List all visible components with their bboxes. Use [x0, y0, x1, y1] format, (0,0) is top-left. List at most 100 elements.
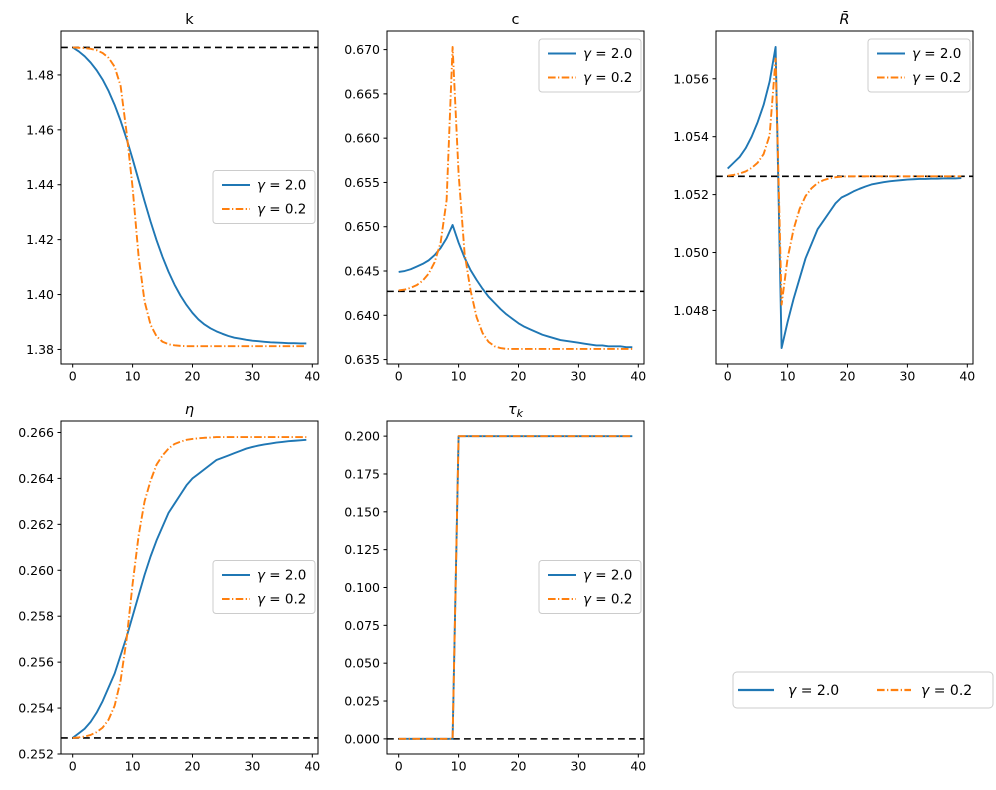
- y-tick-label: 0.258: [18, 609, 54, 624]
- y-tick-label: 0.260: [18, 563, 54, 578]
- y-tick-label: 0.670: [344, 42, 380, 57]
- x-tick-label: 40: [959, 369, 975, 384]
- x-tick-label: 0: [69, 759, 77, 774]
- legend: γ = 2.0 γ = 0.2: [867, 38, 971, 93]
- subplot-R-bar-title: R̄: [839, 10, 849, 28]
- legend: γ = 2.0 γ = 0.2: [212, 560, 316, 614]
- axes-frame: [386, 420, 645, 755]
- axes-frame: [715, 30, 974, 365]
- legend-label: γ = 2.0: [583, 568, 632, 584]
- series-line-gamma-02: [398, 45, 633, 350]
- x-tick-label: 30: [899, 369, 915, 384]
- y-tick-label: 1.40: [26, 287, 54, 302]
- y-tick-label: 0.665: [344, 86, 380, 101]
- legend-label: γ = 0.2: [912, 70, 961, 86]
- series-line-gamma-20: [727, 45, 962, 350]
- y-tick-label: 0.150: [344, 504, 380, 519]
- x-tick-label: 10: [125, 369, 141, 384]
- x-tick-label: 40: [630, 369, 646, 384]
- y-tick-label: 0.262: [18, 517, 54, 532]
- y-tick-label: 0.640: [344, 308, 380, 323]
- y-tick-label: 0.050: [344, 656, 380, 671]
- x-tick-label: 30: [570, 369, 586, 384]
- x-tick-label: 0: [69, 369, 77, 384]
- legend-label: γ = 0.2: [257, 202, 306, 218]
- y-tick-label: 0.252: [18, 747, 54, 762]
- x-tick-label: 40: [630, 759, 646, 774]
- series-line-gamma-02: [727, 57, 962, 306]
- x-tick-label: 20: [840, 369, 856, 384]
- y-tick-label: 1.48: [26, 67, 54, 82]
- x-tick-label: 0: [395, 759, 403, 774]
- subplot-tau-k: τk 0.000 0.025 0.050 0.075 0.100 0.125 0.150 0.1…: [344, 402, 646, 774]
- series-line-gamma-02: [398, 435, 633, 740]
- subplot-tau-k-title: τk: [508, 402, 524, 420]
- legend-box: [212, 170, 316, 224]
- y-tick-label: 0.075: [344, 618, 380, 633]
- legend-box: [867, 38, 971, 93]
- axes-frame: [60, 420, 319, 755]
- subplot-k-title: k: [185, 12, 194, 28]
- y-tick-label: 0.264: [18, 471, 54, 486]
- subplot-c-title: c: [512, 12, 520, 28]
- subplot-eta-title: η: [185, 402, 194, 418]
- y-tick-label: 0.000: [344, 731, 380, 746]
- y-tick-label: 0.645: [344, 264, 380, 279]
- figure-legend: γ = 2.0 γ = 0.2: [732, 671, 994, 709]
- y-tick-label: 0.125: [344, 542, 380, 557]
- y-tick-label: 0.100: [344, 580, 380, 595]
- axes-frame: [60, 30, 319, 365]
- legend-label: γ = 0.2: [583, 70, 632, 86]
- y-tick-label: 1.42: [26, 232, 54, 247]
- y-tick-label: 0.025: [344, 694, 380, 709]
- x-tick-label: 40: [304, 759, 320, 774]
- figure-legend-label: γ = 0.2: [921, 683, 972, 699]
- x-tick-label: 40: [304, 369, 320, 384]
- legend-label: γ = 2.0: [912, 46, 961, 62]
- subplot-k: k 1.38 1.40 1.42 1.44 1.46 1.48 0 10 20 30 40 γ = 2.…: [26, 12, 320, 384]
- legend-box: [212, 560, 316, 614]
- y-tick-label: 1.46: [26, 122, 54, 137]
- y-tick-label: 1.056: [673, 71, 709, 86]
- x-tick-label: 20: [511, 369, 527, 384]
- legend-box: [538, 38, 642, 93]
- series-line-gamma-02: [72, 436, 307, 739]
- x-tick-label: 10: [780, 369, 796, 384]
- legend-label: γ = 2.0: [583, 46, 632, 62]
- series-line-gamma-20: [398, 223, 633, 349]
- axes-frame: [386, 30, 645, 365]
- x-tick-label: 10: [451, 759, 467, 774]
- legend-box: [538, 560, 642, 614]
- y-tick-label: 1.048: [673, 303, 709, 318]
- x-tick-label: 0: [395, 369, 403, 384]
- x-tick-label: 10: [451, 369, 467, 384]
- figure-legend-box: [732, 671, 994, 709]
- subplot-R-bar: R̄ 1.048 1.050 1.052 1.054 1.056 0 10 20 30 40 γ = …: [673, 10, 975, 384]
- x-tick-label: 20: [511, 759, 527, 774]
- y-tick-label: 0.200: [344, 429, 380, 444]
- y-tick-label: 0.256: [18, 655, 54, 670]
- legend-label: γ = 2.0: [257, 178, 306, 194]
- y-tick-label: 0.635: [344, 352, 380, 367]
- x-tick-label: 30: [244, 759, 260, 774]
- legend-label: γ = 0.2: [583, 592, 632, 608]
- legend: γ = 2.0 γ = 0.2: [538, 38, 642, 93]
- x-tick-label: 10: [125, 759, 141, 774]
- legend: γ = 2.0 γ = 0.2: [538, 560, 642, 614]
- y-tick-label: 0.266: [18, 425, 54, 440]
- y-tick-label: 0.254: [18, 701, 54, 716]
- x-tick-label: 20: [185, 369, 201, 384]
- y-tick-label: 0.650: [344, 219, 380, 234]
- figure-legend-label: γ = 2.0: [788, 683, 839, 699]
- y-tick-label: 1.38: [26, 342, 54, 357]
- x-tick-label: 30: [570, 759, 586, 774]
- series-line-gamma-02: [72, 46, 307, 348]
- y-tick-label: 1.054: [673, 129, 709, 144]
- y-tick-label: 0.175: [344, 466, 380, 481]
- y-tick-label: 1.44: [26, 177, 54, 192]
- subplot-eta: η 0.252 0.254 0.256 0.258 0.260 0.262 0.264 0.26…: [18, 402, 320, 774]
- x-tick-label: 0: [724, 369, 732, 384]
- y-tick-label: 1.052: [673, 187, 709, 202]
- subplot-c: c 0.635 0.640 0.645 0.650 0.655 0.660 0.665 0.67…: [344, 12, 646, 384]
